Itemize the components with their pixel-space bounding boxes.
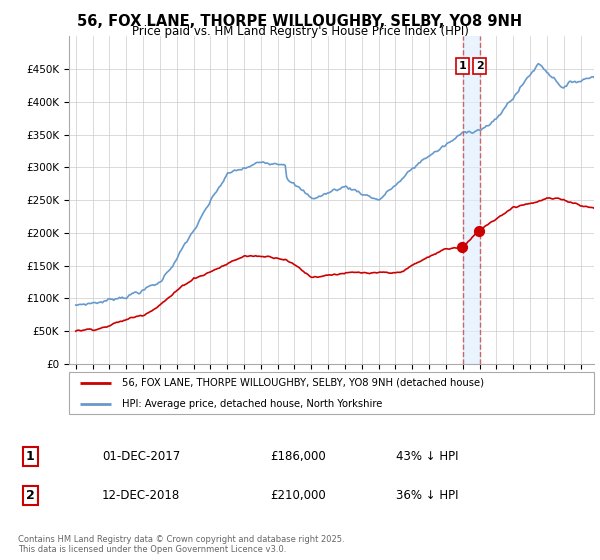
Text: 01-DEC-2017: 01-DEC-2017	[102, 450, 180, 463]
Text: 12-DEC-2018: 12-DEC-2018	[102, 489, 180, 502]
Text: 36% ↓ HPI: 36% ↓ HPI	[396, 489, 458, 502]
Text: Price paid vs. HM Land Registry's House Price Index (HPI): Price paid vs. HM Land Registry's House …	[131, 25, 469, 38]
Text: 43% ↓ HPI: 43% ↓ HPI	[396, 450, 458, 463]
Text: 2: 2	[26, 489, 34, 502]
Bar	[463, 36, 479, 364]
Text: 56, FOX LANE, THORPE WILLOUGHBY, SELBY, YO8 9NH: 56, FOX LANE, THORPE WILLOUGHBY, SELBY, …	[77, 14, 523, 29]
FancyBboxPatch shape	[69, 372, 594, 414]
Text: 1: 1	[459, 61, 467, 71]
Text: Contains HM Land Registry data © Crown copyright and database right 2025.
This d: Contains HM Land Registry data © Crown c…	[18, 535, 344, 554]
Text: £186,000: £186,000	[270, 450, 326, 463]
Text: 2: 2	[476, 61, 484, 71]
Text: HPI: Average price, detached house, North Yorkshire: HPI: Average price, detached house, Nort…	[121, 399, 382, 409]
Point	[475, 226, 484, 235]
Text: 1: 1	[26, 450, 34, 463]
Text: £210,000: £210,000	[270, 489, 326, 502]
Point	[458, 243, 467, 252]
Text: 56, FOX LANE, THORPE WILLOUGHBY, SELBY, YO8 9NH (detached house): 56, FOX LANE, THORPE WILLOUGHBY, SELBY, …	[121, 378, 484, 388]
